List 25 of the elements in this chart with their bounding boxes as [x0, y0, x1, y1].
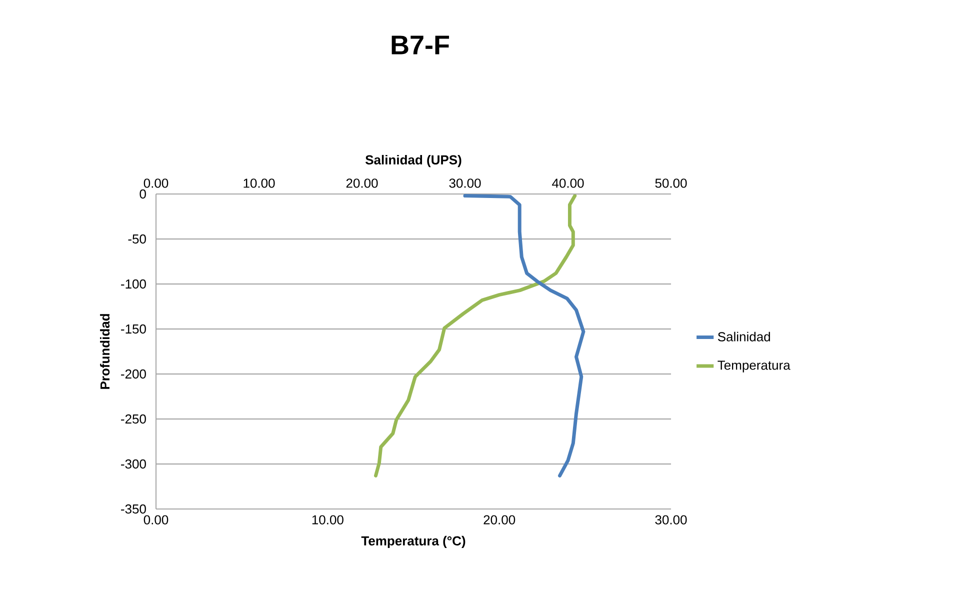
x-axis-title: Temperatura (°C) — [361, 536, 466, 548]
x2-tick-label: 0.00 — [144, 178, 168, 188]
y-tick-label: -250 — [121, 414, 146, 424]
line-series — [374, 194, 577, 478]
y-tick-label: -350 — [121, 504, 146, 514]
x2-axis-title: Salinidad (UPS) — [365, 154, 462, 168]
x2-tick-label: 10.00 — [244, 178, 275, 188]
x2-tick-label: 30.00 — [449, 178, 481, 188]
x-tick-label: 0.00 — [144, 515, 168, 524]
y-axis-title: Profundidad — [100, 314, 110, 389]
legend-label: Temperatura — [718, 360, 790, 372]
y-tick-label: -300 — [121, 459, 146, 469]
x-tick-label: 10.00 — [312, 515, 344, 524]
chart-title: B7-F — [392, 36, 450, 54]
y-tick-label: -100 — [121, 279, 146, 289]
legend-label: Salinidad — [718, 332, 770, 342]
y-tick-label: -150 — [121, 324, 146, 334]
x-tick-label: 20.00 — [484, 515, 516, 524]
x-tick-label: 30.00 — [655, 515, 687, 524]
x2-tick-label: 50.00 — [655, 178, 687, 188]
y-tick-label: 0 — [140, 189, 146, 199]
y-tick-label: -200 — [121, 369, 146, 379]
y-tick-label: -50 — [128, 234, 146, 244]
x2-tick-label: 40.00 — [552, 178, 584, 188]
x2-tick-label: 20.00 — [346, 178, 378, 188]
